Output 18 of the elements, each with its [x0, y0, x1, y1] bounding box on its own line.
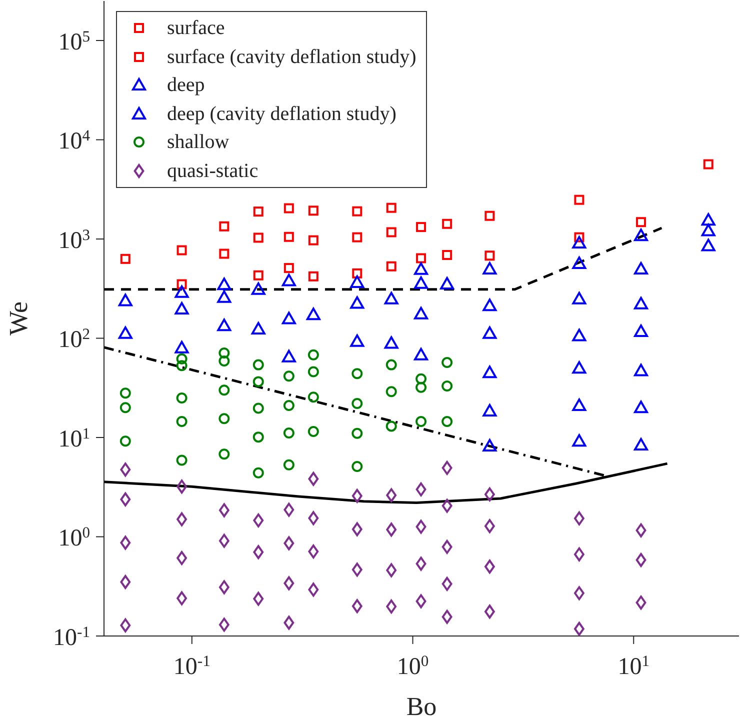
y-tick-label: 10$^{4}$: [58, 127, 90, 155]
x-axis-title: Bo: [406, 692, 437, 721]
legend-label: surface (cavity deflation study): [167, 44, 416, 70]
legend-label: surface: [167, 16, 225, 41]
x-tick-label: 10$^{0}$: [396, 652, 429, 680]
legend-label: shallow: [167, 130, 230, 155]
y-tick-label: 10$^{3}$: [58, 226, 90, 254]
y-tick-label: 10$^{2}$: [58, 326, 90, 354]
y-axis-title: We: [4, 302, 34, 336]
y-tick-label: 10$^{1}$: [58, 425, 90, 452]
legend-label: deep (cavity deflation study): [167, 102, 396, 126]
legend-label: deep: [167, 73, 205, 98]
y-tick-label: 10$^{-1}$: [53, 624, 90, 651]
legend-label: quasi-static: [167, 158, 258, 184]
x-tick-label: 10$^{-1}$: [173, 652, 210, 680]
y-tick-label: 10$^{0}$: [58, 524, 90, 552]
x-tick-label: 10$^{1}$: [618, 652, 650, 680]
y-tick-label: 10$^{5}$: [58, 28, 90, 56]
